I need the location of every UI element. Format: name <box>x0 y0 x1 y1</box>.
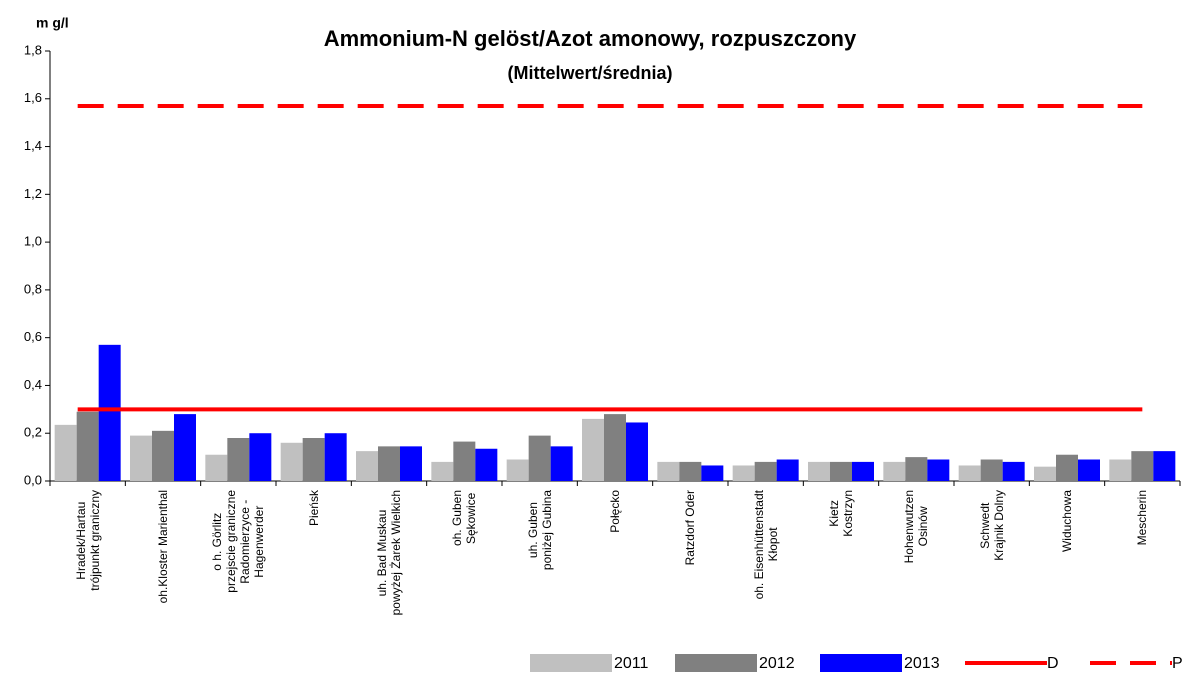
legend-swatch <box>675 654 757 672</box>
bar <box>626 422 648 481</box>
x-tick-label: o h. Görlitz przejscie graniczne Radomie… <box>210 490 267 593</box>
y-tick-label: 0,2 <box>24 425 42 440</box>
legend-swatch <box>820 654 902 672</box>
bar <box>431 461 454 481</box>
y-tick-label: 1,0 <box>24 234 42 249</box>
bar <box>1153 451 1176 481</box>
bar <box>808 461 830 481</box>
bar <box>1002 461 1025 481</box>
x-tick-label: oh. Eisenhüttenstadt Kłopot <box>751 490 780 600</box>
bar <box>506 459 529 481</box>
bar <box>732 465 755 481</box>
y-tick-label: 1,2 <box>24 186 42 201</box>
bar <box>582 418 604 481</box>
bar <box>280 442 303 481</box>
y-tick-label: 1,6 <box>24 90 42 105</box>
bar <box>227 438 250 481</box>
y-axis-label: m g/l <box>36 15 69 31</box>
bar <box>1056 454 1078 481</box>
bar <box>54 424 77 481</box>
bar <box>1034 466 1056 481</box>
bar <box>927 459 950 481</box>
bar <box>830 461 852 481</box>
legend-label: 2012 <box>759 655 795 672</box>
x-tick-label: Mescherin <box>1135 490 1150 546</box>
legend-swatch <box>530 654 612 672</box>
y-tick-label: 0,0 <box>24 472 42 487</box>
bar <box>324 433 347 481</box>
legend-label: P <box>1172 655 1183 672</box>
bar <box>76 411 99 481</box>
bar <box>852 461 874 481</box>
bar <box>378 446 400 481</box>
x-tick-label: Kietz Kostrzyn <box>827 490 855 537</box>
bar <box>701 465 724 481</box>
bar <box>679 461 702 481</box>
bar <box>400 446 422 481</box>
chart-title: Ammonium-N gelöst/Azot amonowy, rozpuszc… <box>324 26 857 51</box>
x-tick-label: uh. Guben poniżej Gubina <box>525 490 554 571</box>
y-tick-label: 0,8 <box>24 281 42 296</box>
x-tick-label: Połęcko <box>608 490 622 533</box>
x-tick-label: Ratzdorf Oder <box>683 490 698 566</box>
bar <box>550 446 573 481</box>
y-tick-label: 1,4 <box>24 138 42 153</box>
x-tick-label: Pieńsk <box>306 490 321 527</box>
y-tick-label: 0,4 <box>24 377 42 392</box>
x-tick-label: oh. Guben Sękowice <box>450 490 479 547</box>
bar <box>1109 459 1132 481</box>
y-tick-label: 1,8 <box>24 42 42 57</box>
bar <box>130 435 152 481</box>
bar <box>205 454 228 481</box>
legend-label: 2011 <box>614 655 649 672</box>
bar <box>453 441 476 481</box>
x-tick-label: uh. Bad Muskau powyżej Żarek Wielkich <box>375 490 403 616</box>
legend-label: D <box>1047 655 1059 672</box>
bar <box>356 451 378 481</box>
bar <box>980 459 1003 481</box>
bar <box>604 414 626 481</box>
bar <box>249 433 272 481</box>
bar <box>98 344 121 481</box>
x-tick-label: oh.Kloster Marienthal <box>156 490 170 604</box>
x-tick-label: Widuchowa <box>1060 490 1074 553</box>
x-tick-label: Hradek/Hartau trójpunkt graniczny <box>73 490 102 591</box>
bar <box>883 461 906 481</box>
bar <box>302 438 325 481</box>
bar <box>776 459 799 481</box>
bar <box>174 414 196 481</box>
bar <box>475 448 498 481</box>
legend-label: 2013 <box>904 655 940 672</box>
bar <box>528 435 551 481</box>
x-tick-label: Schwedt Krajnik Dolny <box>977 490 1006 561</box>
bar <box>905 457 928 481</box>
bar <box>152 430 174 481</box>
bar <box>754 461 777 481</box>
y-tick-label: 0,6 <box>24 329 42 344</box>
x-tick-label: Hohenwutzen Osinów <box>902 490 931 564</box>
bar <box>958 465 981 481</box>
bar <box>1078 459 1100 481</box>
bar <box>657 461 680 481</box>
chart-subtitle: (Mittelwert/średnia) <box>507 63 672 83</box>
bar <box>1131 451 1154 481</box>
